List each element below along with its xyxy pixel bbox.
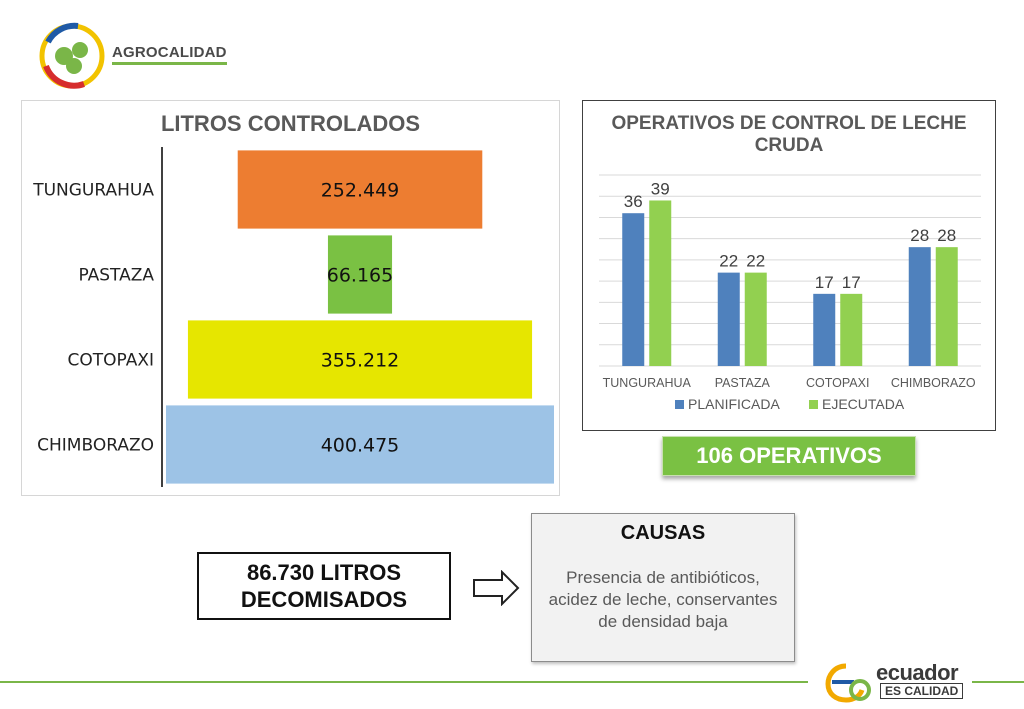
data-label: 22 [746,252,765,271]
funnel-bar [166,405,554,484]
data-label: 66.165 [327,265,393,287]
bar [935,247,958,366]
bar-plot-area: 36 39 TUNGURAHUA 22 22 PASTAZA 17 17 COTOPAXI 28 2… [599,174,981,412]
funnel-plot-area: TUNGURAHUA 252.449 PASTAZA 66.165 COTOPAXI 35… [32,147,554,487]
ecuador-es-calidad-logo-icon [825,663,871,703]
legend-swatch [675,400,684,409]
bar [717,272,740,366]
bar [744,272,767,366]
brand-name: AGROCALIDAD [112,44,227,65]
legend-label: EJECUTADA [822,396,905,412]
bar [908,247,931,366]
data-label: 17 [842,273,861,292]
bar [813,293,836,366]
footer-divider [972,681,1024,683]
data-label: 252.449 [321,180,400,202]
causas-box: CAUSAS Presencia de antibióticos, acidez… [531,513,795,662]
data-label: 17 [815,273,834,292]
category-label: PASTAZA [715,376,771,390]
category-label: COTOPAXI [806,376,869,390]
category-label: COTOPAXI [68,351,154,371]
operativos-total-badge: 106 OPERATIVOS [662,436,916,476]
causas-title: CAUSAS [620,522,706,544]
chart-title: OPERATIVOS DE CONTROL DE LECHE CRUDA [611,113,967,156]
data-label: 39 [651,179,670,198]
agrocalidad-logo-icon [39,22,105,89]
footer-logo-line2: ES CALIDAD [880,683,964,699]
bar [840,293,863,366]
operativos-chart: OPERATIVOS DE CONTROL DE LECHE CRUDA 36 3… [582,100,996,431]
decomisados-line2: DECOMISADOS [240,587,408,612]
legend-label: PLANIFICADA [688,396,780,412]
causas-text: Presencia de antibióticos, acidez de lec… [548,568,778,631]
bar [649,200,672,366]
category-label: TUNGURAHUA [32,181,154,201]
litros-controlados-chart: LITROS CONTROLADOS TUNGURAHUA 252.449 PAST… [21,100,560,496]
data-label: 400.475 [321,435,400,457]
footer-divider [0,681,808,683]
right-arrow-icon [473,570,520,606]
data-label: 22 [719,252,738,271]
chart-title: LITROS CONTROLADOS [160,111,421,136]
data-label: 36 [624,192,643,211]
funnel-bar [327,235,393,314]
data-label: 28 [910,226,929,245]
footer-logo-line1: ecuador [876,660,959,685]
data-label: 355.212 [321,350,400,372]
category-label: TUNGURAHUA [603,376,692,390]
category-label: CHIMBORAZO [891,376,976,390]
category-label: CHIMBORAZO [37,436,154,456]
data-label: 28 [937,226,956,245]
decomisados-line1: 86.730 LITROS [246,560,402,585]
funnel-bar [187,320,533,399]
category-label: PASTAZA [78,266,154,286]
funnel-bar [237,150,483,229]
legend-swatch [809,400,818,409]
bar [622,213,645,366]
litros-decomisados-box: 86.730 LITROS DECOMISADOS [197,552,451,620]
